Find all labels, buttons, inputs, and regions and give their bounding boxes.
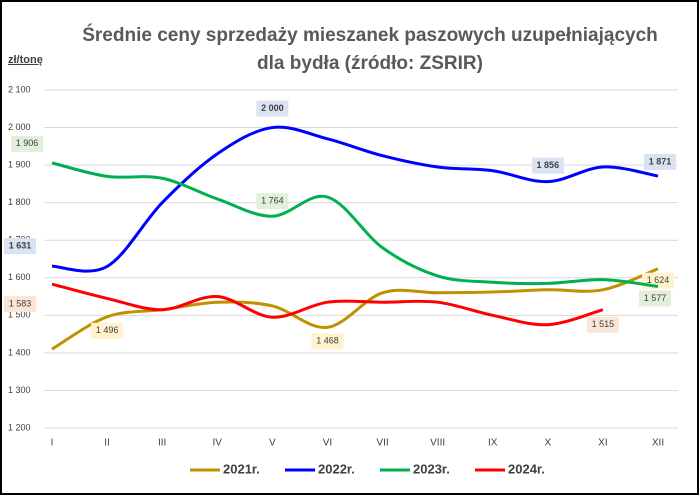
data-label-box xyxy=(531,157,564,174)
data-label: 1 583 xyxy=(9,299,32,309)
legend-label: 2022r. xyxy=(318,461,355,476)
data-label-box xyxy=(256,100,289,117)
y-tick-label: 1 400 xyxy=(8,347,31,357)
y-tick-label: 1 200 xyxy=(8,422,31,432)
chart-title: dla bydła (źródło: ZSRIR) xyxy=(257,53,483,74)
data-label: 1 856 xyxy=(537,160,560,170)
legend-label: 2024r. xyxy=(508,461,545,476)
x-tick-label: II xyxy=(104,438,110,449)
data-label-box xyxy=(91,322,124,339)
data-label-box xyxy=(4,296,36,313)
data-label: 1 631 xyxy=(9,241,32,251)
data-label: 2 000 xyxy=(261,103,284,113)
data-label: 1 871 xyxy=(649,156,672,166)
y-tick-label: 1 800 xyxy=(8,197,31,207)
data-label-box xyxy=(644,154,676,171)
data-label: 1 906 xyxy=(16,138,39,148)
data-label: 1 764 xyxy=(261,196,284,206)
x-tick-label: I xyxy=(51,438,54,449)
y-tick-label: 1 300 xyxy=(8,385,31,395)
data-label-box xyxy=(11,135,43,152)
data-label-box xyxy=(311,333,344,350)
series-line xyxy=(51,161,659,288)
x-tick-label: IX xyxy=(488,438,498,449)
data-label-box xyxy=(4,238,36,255)
chart-title: Średnie ceny sprzedaży mieszanek paszowy… xyxy=(82,24,658,46)
x-tick-label: XI xyxy=(598,438,607,449)
x-tick-label: III xyxy=(158,438,166,449)
y-tick-label: 1 500 xyxy=(8,310,31,320)
y-tick-label: 1 600 xyxy=(8,272,31,282)
y-axis-label: zł/tonę xyxy=(8,54,43,66)
data-label: 1 496 xyxy=(96,325,119,335)
x-tick-label: VIII xyxy=(430,438,445,449)
x-tick-label: VII xyxy=(376,438,388,449)
x-tick-label: IV xyxy=(213,438,223,449)
data-label-box xyxy=(639,290,671,307)
x-tick-label: X xyxy=(544,438,551,449)
x-tick-label: VI xyxy=(323,438,332,449)
data-label: 1 624 xyxy=(647,275,670,285)
x-tick-label: V xyxy=(269,438,276,449)
series-line xyxy=(51,125,659,273)
data-label: 1 577 xyxy=(644,293,667,303)
legend-label: 2021r. xyxy=(223,461,260,476)
series-line xyxy=(51,282,604,327)
y-tick-label: 2 100 xyxy=(8,84,31,94)
data-label: 1 515 xyxy=(592,319,615,329)
legend-label: 2023r. xyxy=(413,461,450,476)
data-label-box xyxy=(586,316,619,333)
y-tick-label: 1 900 xyxy=(8,159,31,169)
y-tick-label: 2 000 xyxy=(8,122,31,132)
data-label: 1 468 xyxy=(316,336,339,346)
x-tick-label: XII xyxy=(652,438,664,449)
data-label-box xyxy=(256,193,289,210)
